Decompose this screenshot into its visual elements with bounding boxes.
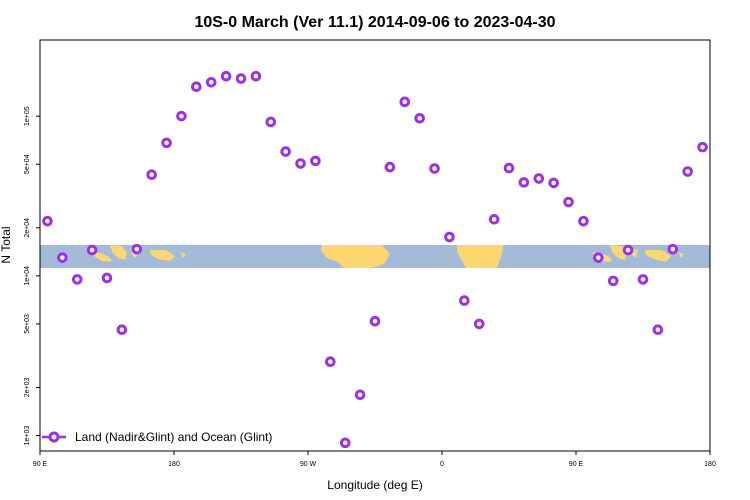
data-point xyxy=(280,146,291,157)
legend: Land (Nadir&Glint) and Ocean (Glint) xyxy=(42,430,272,444)
x-tick-label: 90 E xyxy=(569,461,584,468)
data-point xyxy=(250,70,262,82)
data-point xyxy=(205,77,217,88)
data-point xyxy=(86,244,98,256)
data-point xyxy=(265,116,277,128)
y-tick-label: 2e+04 xyxy=(24,218,31,238)
data-point xyxy=(399,96,411,108)
legend-label: Land (Nadir&Glint) and Ocean (Glint) xyxy=(75,430,272,444)
plot-frame xyxy=(39,39,711,452)
data-point xyxy=(310,155,321,167)
data-point xyxy=(235,73,247,84)
data-point xyxy=(473,318,485,330)
data-point xyxy=(503,162,515,174)
x-axis: 90 E 180 90 W 0 90 E 180 xyxy=(33,451,716,468)
data-point xyxy=(488,214,500,225)
y-tick-label: 1e+05 xyxy=(24,106,31,126)
data-points xyxy=(42,70,708,449)
data-point xyxy=(414,112,425,124)
data-point xyxy=(607,275,619,287)
data-point xyxy=(518,177,530,188)
land-south-america xyxy=(321,245,390,268)
data-point xyxy=(444,231,455,243)
x-tick-label: 0 xyxy=(440,461,444,468)
data-point xyxy=(548,177,559,189)
data-point xyxy=(176,110,187,122)
x-tick-label: 90 W xyxy=(300,461,317,468)
data-point xyxy=(295,158,306,169)
data-point xyxy=(161,137,172,149)
data-point xyxy=(682,166,693,177)
legend-marker xyxy=(48,431,60,443)
data-point xyxy=(593,252,604,263)
y-tick-label: 1e+04 xyxy=(24,266,31,286)
data-point xyxy=(578,215,589,227)
data-point xyxy=(131,243,143,255)
data-point xyxy=(369,315,381,327)
data-point xyxy=(459,295,470,306)
data-point xyxy=(57,252,68,263)
data-point xyxy=(563,196,574,208)
data-point xyxy=(354,389,366,401)
chart-title: 10S-0 March (Ver 11.1) 2014-09-06 to 202… xyxy=(194,14,555,31)
y-tick-label: 5e+03 xyxy=(24,314,31,334)
data-point xyxy=(191,81,202,92)
y-tick-label: 5e+04 xyxy=(24,154,31,174)
land-africa xyxy=(457,245,503,268)
data-point xyxy=(429,163,440,174)
data-point xyxy=(652,324,664,336)
x-axis-label: Longitude (deg E) xyxy=(327,478,422,492)
data-point xyxy=(116,324,128,336)
y-axis: 1e+03 2e+03 5e+03 1e+04 2e+04 5e+04 1e+05 xyxy=(24,106,40,445)
data-point xyxy=(101,272,113,284)
data-point xyxy=(146,169,157,181)
data-point xyxy=(71,274,83,285)
y-tick-label: 1e+03 xyxy=(24,426,31,446)
data-point xyxy=(325,356,336,367)
data-point xyxy=(220,70,232,82)
data-point xyxy=(533,173,545,184)
x-tick-label: 180 xyxy=(168,461,180,468)
y-axis-label: N Total xyxy=(0,226,13,263)
data-point xyxy=(622,244,634,256)
data-point xyxy=(667,243,679,255)
data-point xyxy=(339,437,351,449)
data-point xyxy=(697,141,708,153)
x-tick-label: 90 E xyxy=(33,461,48,468)
data-point xyxy=(637,274,649,285)
data-point xyxy=(42,215,53,227)
y-tick-label: 2e+03 xyxy=(24,378,31,398)
x-tick-label: 180 xyxy=(704,461,716,468)
data-point xyxy=(384,161,396,173)
